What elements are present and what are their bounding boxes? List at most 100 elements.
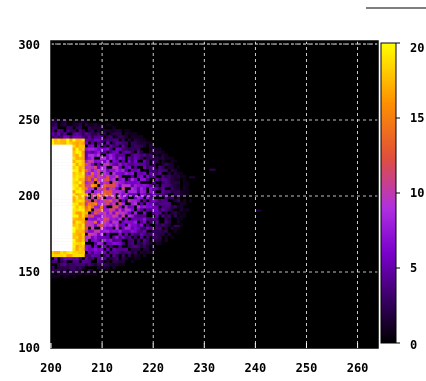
heatmap-cell xyxy=(63,232,67,236)
heatmap-cell xyxy=(78,138,82,142)
heatmap-cell xyxy=(164,189,168,194)
heatmap-cell xyxy=(57,171,61,176)
heatmap-cell xyxy=(66,214,70,218)
heatmap-cell xyxy=(164,208,168,212)
heatmap-cell xyxy=(100,168,104,172)
heatmap-cell xyxy=(155,235,159,239)
heatmap-cell xyxy=(142,162,147,166)
heatmap-cell xyxy=(63,229,67,233)
heatmap-cell xyxy=(96,153,101,157)
heatmap-cell xyxy=(93,232,98,236)
heatmap-cell xyxy=(51,165,55,169)
heatmap-cell xyxy=(75,189,79,194)
heatmap-cell xyxy=(69,129,73,133)
heatmap-cell xyxy=(139,138,144,142)
heatmap-cell xyxy=(112,156,116,160)
heatmap-cell xyxy=(149,232,153,236)
heatmap-cell xyxy=(133,162,138,166)
heatmap-cell xyxy=(133,177,138,182)
heatmap-cell xyxy=(51,153,55,157)
grid-lines xyxy=(51,41,378,348)
heatmap-cell xyxy=(57,186,61,191)
heatmap-cell xyxy=(136,253,141,258)
heatmap-cell xyxy=(63,247,67,252)
heatmap-cell xyxy=(93,250,98,255)
heatmap-cell xyxy=(106,262,110,267)
heatmap-cell xyxy=(173,174,177,179)
heatmap-cell xyxy=(161,156,165,160)
heatmap-cell xyxy=(93,214,98,218)
heatmap-cell xyxy=(155,183,159,188)
heatmap-cell xyxy=(72,135,76,139)
heatmap-cell xyxy=(54,116,58,121)
heatmap-cell xyxy=(127,235,132,239)
heatmap-cell xyxy=(164,202,168,206)
heatmap-cell xyxy=(109,168,113,172)
heatmap-cell xyxy=(170,235,174,239)
heatmap-cell xyxy=(69,268,73,273)
heatmap-cell xyxy=(54,235,58,239)
heatmap-cell xyxy=(51,141,55,145)
heatmap-cell xyxy=(63,192,67,197)
heatmap-cell xyxy=(90,211,95,215)
heatmap-cell xyxy=(109,132,113,136)
heatmap-cell xyxy=(57,220,61,224)
heatmap-cell xyxy=(121,186,125,191)
heatmap-cell xyxy=(103,165,107,169)
heatmap-cell xyxy=(81,247,86,252)
heatmap-cell xyxy=(54,223,58,227)
heatmap-cell xyxy=(84,180,89,185)
heatmap-cell xyxy=(130,250,135,255)
heatmap-cell xyxy=(66,162,70,166)
heatmap-cell xyxy=(57,244,61,248)
heatmap-cell xyxy=(152,217,156,221)
heatmap-cell xyxy=(66,232,70,236)
heatmap-cell xyxy=(115,159,119,163)
heatmap-cell xyxy=(158,156,162,160)
heatmap-cell xyxy=(63,220,67,224)
heatmap-cell xyxy=(87,217,92,221)
heatmap-cell xyxy=(121,150,125,154)
heatmap-cell xyxy=(57,214,61,218)
heatmap-cell xyxy=(109,147,113,151)
heatmap-cell xyxy=(84,156,89,160)
heatmap-cell xyxy=(54,232,58,236)
heatmap-cell xyxy=(155,150,159,154)
heatmap-cell xyxy=(51,253,55,258)
heatmap-cell xyxy=(130,192,135,197)
heatmap-cell xyxy=(115,199,119,203)
heatmap-cell xyxy=(130,144,135,148)
heatmap-cell xyxy=(127,253,132,258)
heatmap-cell xyxy=(118,156,122,160)
heatmap-cell xyxy=(81,223,86,227)
heatmap-cell xyxy=(155,232,159,236)
heatmap-cell xyxy=(84,229,89,233)
heatmap-cell xyxy=(87,229,92,233)
heatmap-cell xyxy=(60,156,64,160)
heatmap-cell xyxy=(112,138,116,142)
heatmap-cell xyxy=(179,171,184,176)
heatmap-cell xyxy=(87,235,92,239)
heatmap-cell xyxy=(133,132,138,136)
heatmap-cell xyxy=(115,189,119,194)
heatmap-cell xyxy=(142,244,147,248)
heatmap-cell xyxy=(75,186,79,191)
heatmap-cell xyxy=(161,208,165,212)
heatmap-cell xyxy=(106,196,110,200)
heatmap-cell xyxy=(54,126,58,130)
heatmap-cell xyxy=(155,214,159,218)
heatmap-cell xyxy=(109,189,113,194)
heatmap-cell xyxy=(179,202,184,206)
heatmap-cell xyxy=(139,220,144,224)
heatmap-cell xyxy=(133,135,138,139)
heatmap-cell xyxy=(118,205,122,209)
heatmap-cell xyxy=(155,205,159,209)
heatmap-cell xyxy=(72,196,76,200)
heatmap-cell xyxy=(75,265,79,270)
heatmap-cell xyxy=(164,156,168,160)
heatmap-cell xyxy=(90,138,95,142)
heatmap-cell xyxy=(176,165,181,169)
heatmap-cell xyxy=(54,205,58,209)
heatmap-cell xyxy=(54,165,58,169)
heatmap-cell xyxy=(103,162,107,166)
